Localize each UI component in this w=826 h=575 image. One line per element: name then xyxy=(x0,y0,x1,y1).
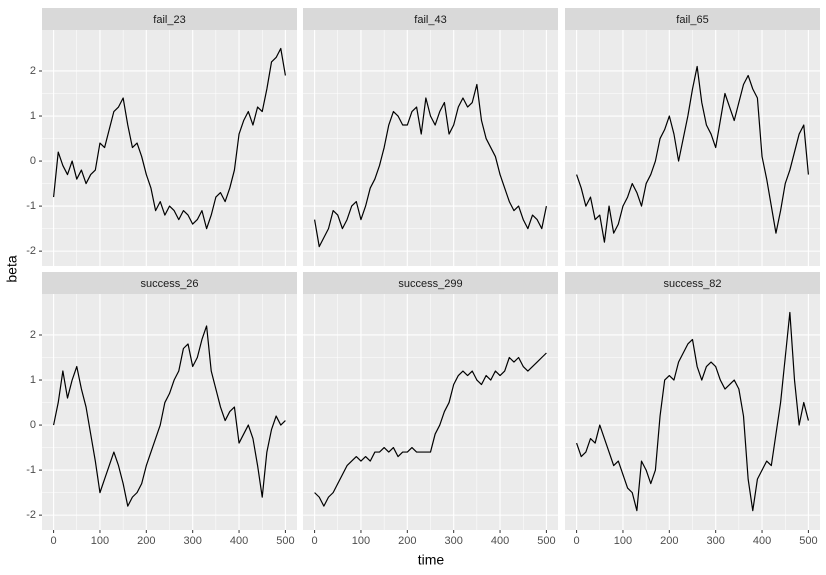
strip xyxy=(303,272,558,294)
x-tick-label: 200 xyxy=(660,535,678,547)
y-tick-label: 2 xyxy=(30,329,36,341)
x-tick-label: 500 xyxy=(799,535,817,547)
strip-label: success_26 xyxy=(140,278,198,290)
y-tick-label: 1 xyxy=(30,374,36,386)
series-line xyxy=(53,325,286,507)
x-tick-label: 0 xyxy=(574,535,580,547)
y-tick-label: 2 xyxy=(30,65,36,77)
x-tick-label: 100 xyxy=(352,535,370,547)
strip xyxy=(565,272,820,294)
y-tick-label: -2 xyxy=(26,509,36,521)
y-tick-label: 0 xyxy=(30,155,36,167)
series-line xyxy=(576,311,809,512)
x-tick-label: 0 xyxy=(312,535,318,547)
x-tick-label: 500 xyxy=(537,535,555,547)
x-tick-label: 400 xyxy=(230,535,248,547)
y-tick-label: 1 xyxy=(30,110,36,122)
x-tick-label: 300 xyxy=(707,535,725,547)
series-line xyxy=(52,47,287,230)
series-line xyxy=(313,83,547,248)
x-tick-label: 400 xyxy=(491,535,509,547)
x-tick-label: 100 xyxy=(91,535,109,547)
strip-label: success_299 xyxy=(398,278,462,290)
y-tick-label: -2 xyxy=(26,245,36,257)
strip xyxy=(42,272,297,294)
x-tick-label: 100 xyxy=(614,535,632,547)
x-tick-label: 300 xyxy=(184,535,202,547)
x-tick-label: 0 xyxy=(51,535,57,547)
y-tick-label: -1 xyxy=(26,200,36,212)
x-axis-label: time xyxy=(418,552,445,568)
x-tick-label: 400 xyxy=(753,535,771,547)
x-tick-label: 500 xyxy=(276,535,294,547)
strip-label: success_82 xyxy=(663,278,721,290)
series-line xyxy=(314,352,547,507)
x-tick-label: 200 xyxy=(137,535,155,547)
strip-label: fail_65 xyxy=(676,14,708,26)
strip xyxy=(565,8,820,30)
series-line xyxy=(576,65,810,243)
strip xyxy=(303,8,558,30)
y-tick-label: -1 xyxy=(26,464,36,476)
x-tick-label: 200 xyxy=(398,535,416,547)
strip-label: fail_43 xyxy=(414,14,446,26)
strip-label: fail_23 xyxy=(153,14,185,26)
x-tick-label: 300 xyxy=(445,535,463,547)
strip xyxy=(42,8,297,30)
y-axis-label: beta xyxy=(4,255,20,282)
y-tick-label: 0 xyxy=(30,419,36,431)
